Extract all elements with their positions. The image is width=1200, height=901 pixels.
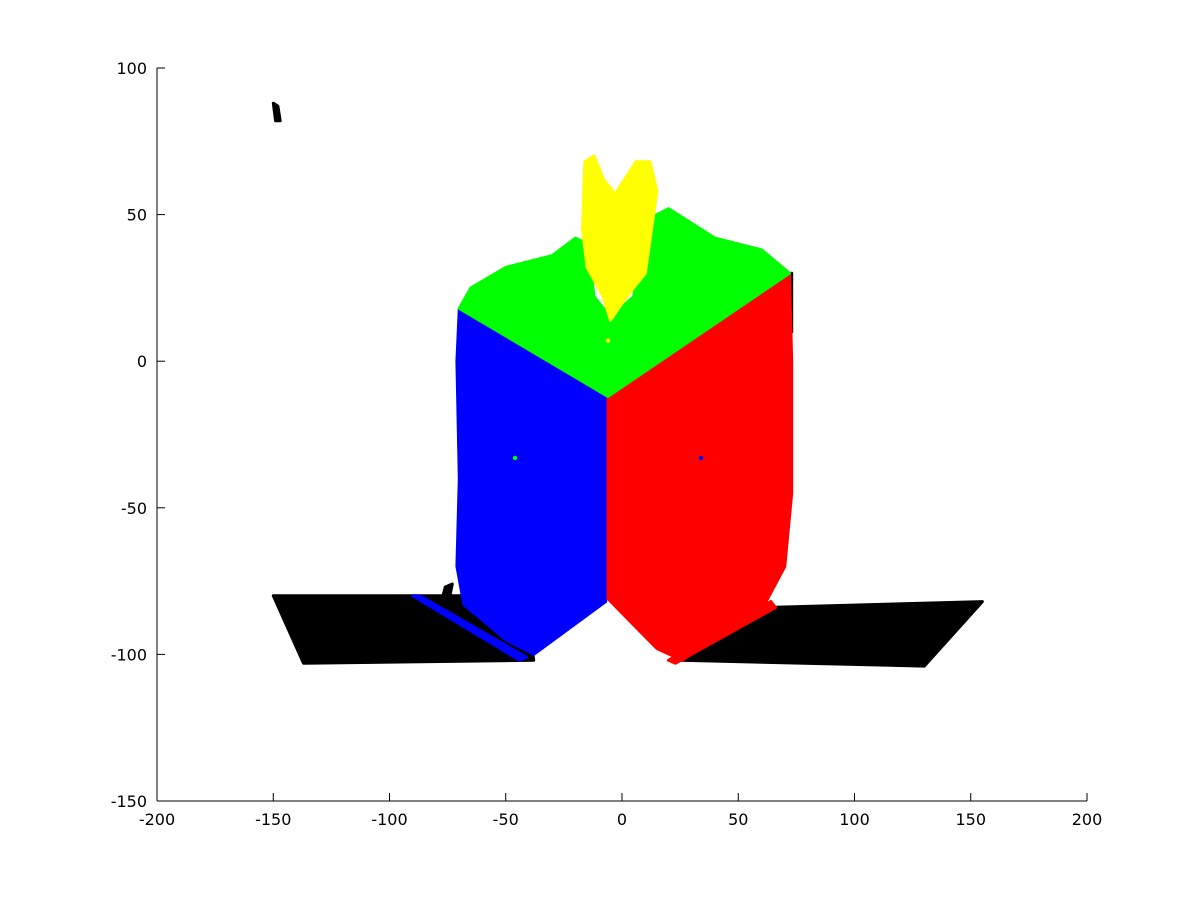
x-tick-label: -50 xyxy=(493,810,519,829)
y-tick-label: 0 xyxy=(137,352,147,371)
y-tick-label: -150 xyxy=(111,792,147,811)
x-tick-label: 200 xyxy=(1072,810,1103,829)
point-cloud-series-3 xyxy=(457,207,791,398)
point-cloud-region xyxy=(667,600,777,665)
scatter-point xyxy=(605,338,611,343)
axes: -200 -150 -100 -50 0 50 100 150 200-150-100-5005… xyxy=(111,59,1103,829)
y-tick-label: -50 xyxy=(121,499,147,518)
point-cloud-region xyxy=(271,594,536,665)
scatter-point xyxy=(698,455,704,461)
x-tick-label: 150 xyxy=(955,810,986,829)
x-tick-label: 0 xyxy=(617,810,627,829)
point-cloud-region xyxy=(271,101,282,123)
point-cloud-region xyxy=(581,154,659,322)
point-cloud-region xyxy=(441,582,454,598)
point-cloud-series-1 xyxy=(411,306,608,662)
y-tick-label: 100 xyxy=(116,59,147,78)
y-tick-label: -100 xyxy=(111,645,147,664)
x-tick-label: 100 xyxy=(839,810,870,829)
x-tick-label: -200 xyxy=(139,810,175,829)
plot-data-layer xyxy=(271,101,984,668)
point-cloud-region xyxy=(457,207,791,398)
point-cloud-region xyxy=(411,594,529,662)
x-tick-label: -150 xyxy=(255,810,291,829)
scatter-point xyxy=(512,455,518,461)
x-tick-label: -100 xyxy=(371,810,407,829)
point-cloud-series-4 xyxy=(581,154,659,322)
point-cloud-series-2 xyxy=(606,271,794,665)
y-tick-label: 50 xyxy=(127,206,147,225)
x-tick-label: 50 xyxy=(728,810,748,829)
point-cloud-region xyxy=(455,306,608,656)
point-cloud-region xyxy=(606,271,794,662)
